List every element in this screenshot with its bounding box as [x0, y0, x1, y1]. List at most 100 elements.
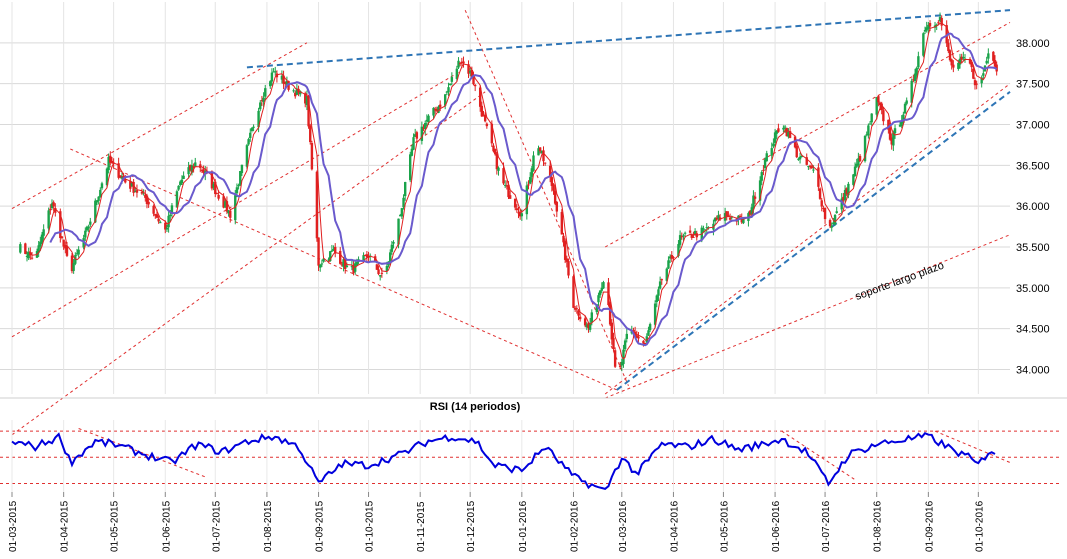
candle-body	[602, 282, 605, 289]
candle-body	[155, 214, 159, 218]
candle-body	[553, 190, 557, 204]
candle-body	[404, 182, 407, 197]
candle-body	[330, 250, 334, 252]
candle-body	[810, 166, 813, 169]
candle-body	[690, 234, 693, 238]
candle-body	[307, 95, 310, 127]
candle-body	[380, 272, 384, 274]
price-y-tick-label: 35.000	[1016, 283, 1050, 295]
x-tick-label: 01-03-2015	[8, 500, 19, 552]
candle-body	[540, 150, 544, 154]
candle-body	[598, 290, 602, 296]
candle-body	[923, 30, 927, 32]
candle-body	[77, 249, 80, 255]
candle-body	[362, 255, 365, 261]
candle-body	[665, 268, 668, 281]
candle-body	[740, 218, 743, 223]
candle-body	[890, 137, 893, 145]
candle-body	[805, 157, 808, 165]
candle-body	[84, 230, 87, 238]
candle-body	[400, 208, 404, 217]
candle-body	[472, 75, 475, 85]
candle-body	[365, 254, 369, 258]
candle-body	[742, 219, 745, 224]
candle-body	[587, 323, 590, 329]
candle-body	[517, 212, 520, 214]
candle-body	[345, 265, 349, 268]
candle-body	[520, 213, 524, 217]
candle-body	[124, 179, 127, 183]
candle-body	[109, 155, 112, 163]
candle-body	[40, 234, 44, 243]
candle-body	[870, 113, 873, 123]
candle-body	[543, 162, 547, 164]
candle-body	[74, 255, 77, 264]
candle-body	[455, 68, 459, 79]
candle-body	[713, 218, 717, 222]
candle-body	[993, 60, 997, 67]
candle-body	[672, 256, 675, 258]
candle-body	[842, 196, 845, 201]
x-tick-label: 01-07-2015	[211, 500, 222, 552]
price-y-tick-label: 37.000	[1016, 120, 1050, 132]
price-y-tick-label: 36.500	[1016, 160, 1050, 172]
candle-body	[329, 251, 332, 262]
candle-body	[970, 62, 973, 68]
candle-body	[877, 96, 880, 103]
candle-body	[425, 119, 429, 122]
candle-body	[134, 191, 137, 193]
candle-body	[910, 80, 913, 103]
rsi-trendlines	[78, 428, 1011, 482]
candle-body	[309, 125, 312, 143]
candle-body	[775, 130, 778, 134]
candle-body	[410, 148, 414, 156]
candle-body	[958, 58, 962, 65]
candle-body	[763, 159, 767, 169]
candle-body	[227, 210, 230, 214]
x-tick-label: 01-07-2016	[821, 500, 832, 552]
candle-body	[222, 196, 225, 208]
candle-body	[868, 123, 872, 125]
candle-body	[957, 62, 960, 69]
candle-body	[798, 156, 802, 160]
candle-body	[653, 303, 657, 325]
candle-body	[632, 329, 635, 333]
candle-body	[285, 80, 289, 85]
candle-body	[482, 115, 485, 117]
candle-body	[858, 155, 862, 162]
candle-body	[852, 174, 855, 185]
candle-body	[917, 56, 920, 68]
candle-body	[280, 75, 284, 80]
x-tick-label: 01-09-2016	[924, 500, 935, 552]
candle-body	[379, 275, 382, 277]
rsi-trend-down-2016b	[934, 430, 1011, 463]
candle-body	[843, 189, 847, 200]
candle-body	[182, 175, 185, 179]
candle-body	[392, 242, 395, 244]
candle-body	[120, 176, 124, 179]
candle-body	[420, 126, 424, 141]
candle-body	[19, 244, 22, 253]
candle-body	[260, 100, 264, 102]
candle-body	[202, 169, 205, 173]
candle-body	[319, 264, 322, 268]
candle-body	[968, 58, 972, 64]
price-grid	[0, 2, 1010, 394]
candle-body	[262, 97, 265, 102]
candle-body	[583, 318, 587, 326]
candle-body	[655, 295, 658, 303]
candle-body	[94, 200, 97, 223]
candle-body	[840, 198, 843, 210]
candle-body	[315, 171, 319, 239]
candle-body	[642, 340, 645, 344]
x-tick-label: 01-05-2016	[719, 500, 730, 552]
candle-body	[317, 237, 320, 266]
candle-body	[975, 83, 978, 85]
candle-body	[259, 102, 262, 110]
candle-body	[938, 17, 942, 22]
candle-body	[457, 60, 460, 68]
candle-body	[237, 185, 240, 187]
candle-body	[940, 17, 943, 26]
candle-body	[565, 258, 569, 262]
